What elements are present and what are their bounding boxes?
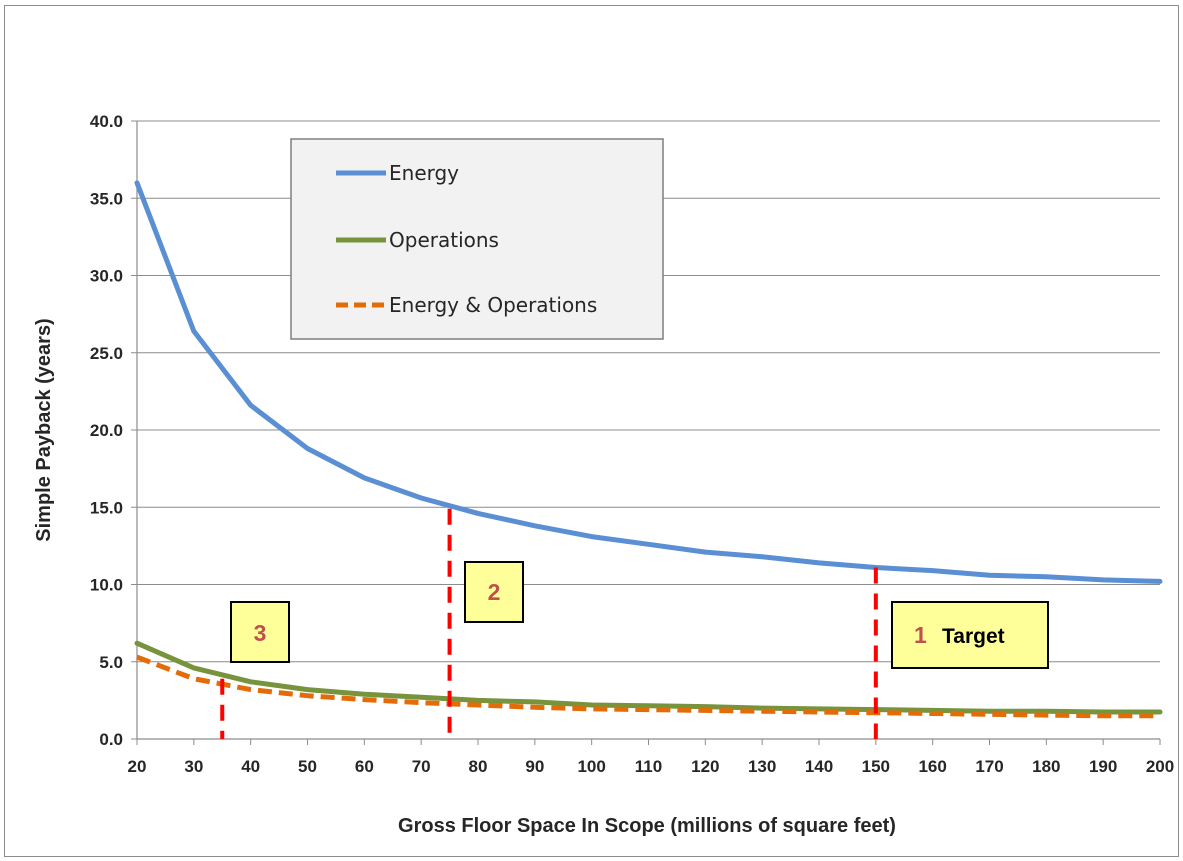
legend-label-energy: Energy: [389, 161, 459, 185]
x-tick-label: 150: [862, 757, 890, 776]
callout-target-number: 1: [914, 622, 927, 648]
x-tick-label: 110: [635, 757, 662, 776]
x-tick-label: 100: [577, 757, 605, 776]
y-tick-label: 20.0: [90, 421, 123, 440]
marker-lines: [220, 508, 878, 739]
callout-target-box: [891, 601, 1049, 669]
callout-target-label: Target: [942, 625, 1005, 648]
callout-3-number: 3: [254, 620, 267, 646]
callout-2: 2: [464, 561, 524, 623]
y-tick-label: 10.0: [90, 576, 123, 595]
y-axis-title: Simple Payback (years): [33, 318, 55, 541]
x-tick-label: 170: [975, 757, 1003, 776]
x-tick-label: 180: [1032, 757, 1060, 776]
y-tick-label: 15.0: [90, 498, 123, 517]
x-tick-label: 30: [184, 757, 203, 776]
y-tick-label: 25.0: [90, 344, 123, 363]
series-line-energy: [134, 180, 1163, 584]
x-tick-label: 120: [691, 757, 719, 776]
y-tick-label: 0.0: [99, 730, 123, 749]
legend-label-operations: Operations: [389, 228, 499, 252]
y-tick-label: 5.0: [99, 653, 123, 672]
callout-2-number: 2: [488, 579, 501, 605]
legend: Energy Operations Energy & Operations: [290, 138, 664, 340]
x-tick-label: 130: [748, 757, 776, 776]
x-tick-label: 190: [1089, 757, 1117, 776]
legend-label-energy-operations: Energy & Operations: [389, 293, 597, 317]
series-lines: [134, 180, 1163, 719]
series-line-energy-operations: [136, 654, 1160, 719]
x-tick-label: 60: [355, 757, 374, 776]
x-tick-label: 90: [525, 757, 544, 776]
x-tick-label: 140: [805, 757, 833, 776]
x-tick-label: 50: [298, 757, 317, 776]
series-line-operations: [134, 640, 1163, 715]
callout-2-box: [464, 561, 524, 623]
callout-3-box: [230, 601, 290, 663]
x-tick-label: 20: [128, 757, 147, 776]
x-tick-label: 200: [1146, 757, 1174, 776]
x-tick-label: 160: [918, 757, 946, 776]
x-tick-label: 70: [412, 757, 431, 776]
x-axis-title: Gross Floor Space In Scope (millions of …: [398, 815, 896, 837]
callout-target: 1 Target: [891, 601, 1049, 669]
y-tick-label: 35.0: [90, 189, 123, 208]
callout-3: 3: [230, 601, 290, 663]
y-tick-label: 30.0: [90, 267, 123, 286]
x-tick-label: 80: [469, 757, 488, 776]
y-tick-label: 40.0: [90, 112, 123, 131]
axes: 0.0 5.0 10.0 15.0 20.0 25.0 30.0 35.0 40.0 20 30 40…: [90, 112, 1174, 776]
x-tick-label: 40: [241, 757, 260, 776]
